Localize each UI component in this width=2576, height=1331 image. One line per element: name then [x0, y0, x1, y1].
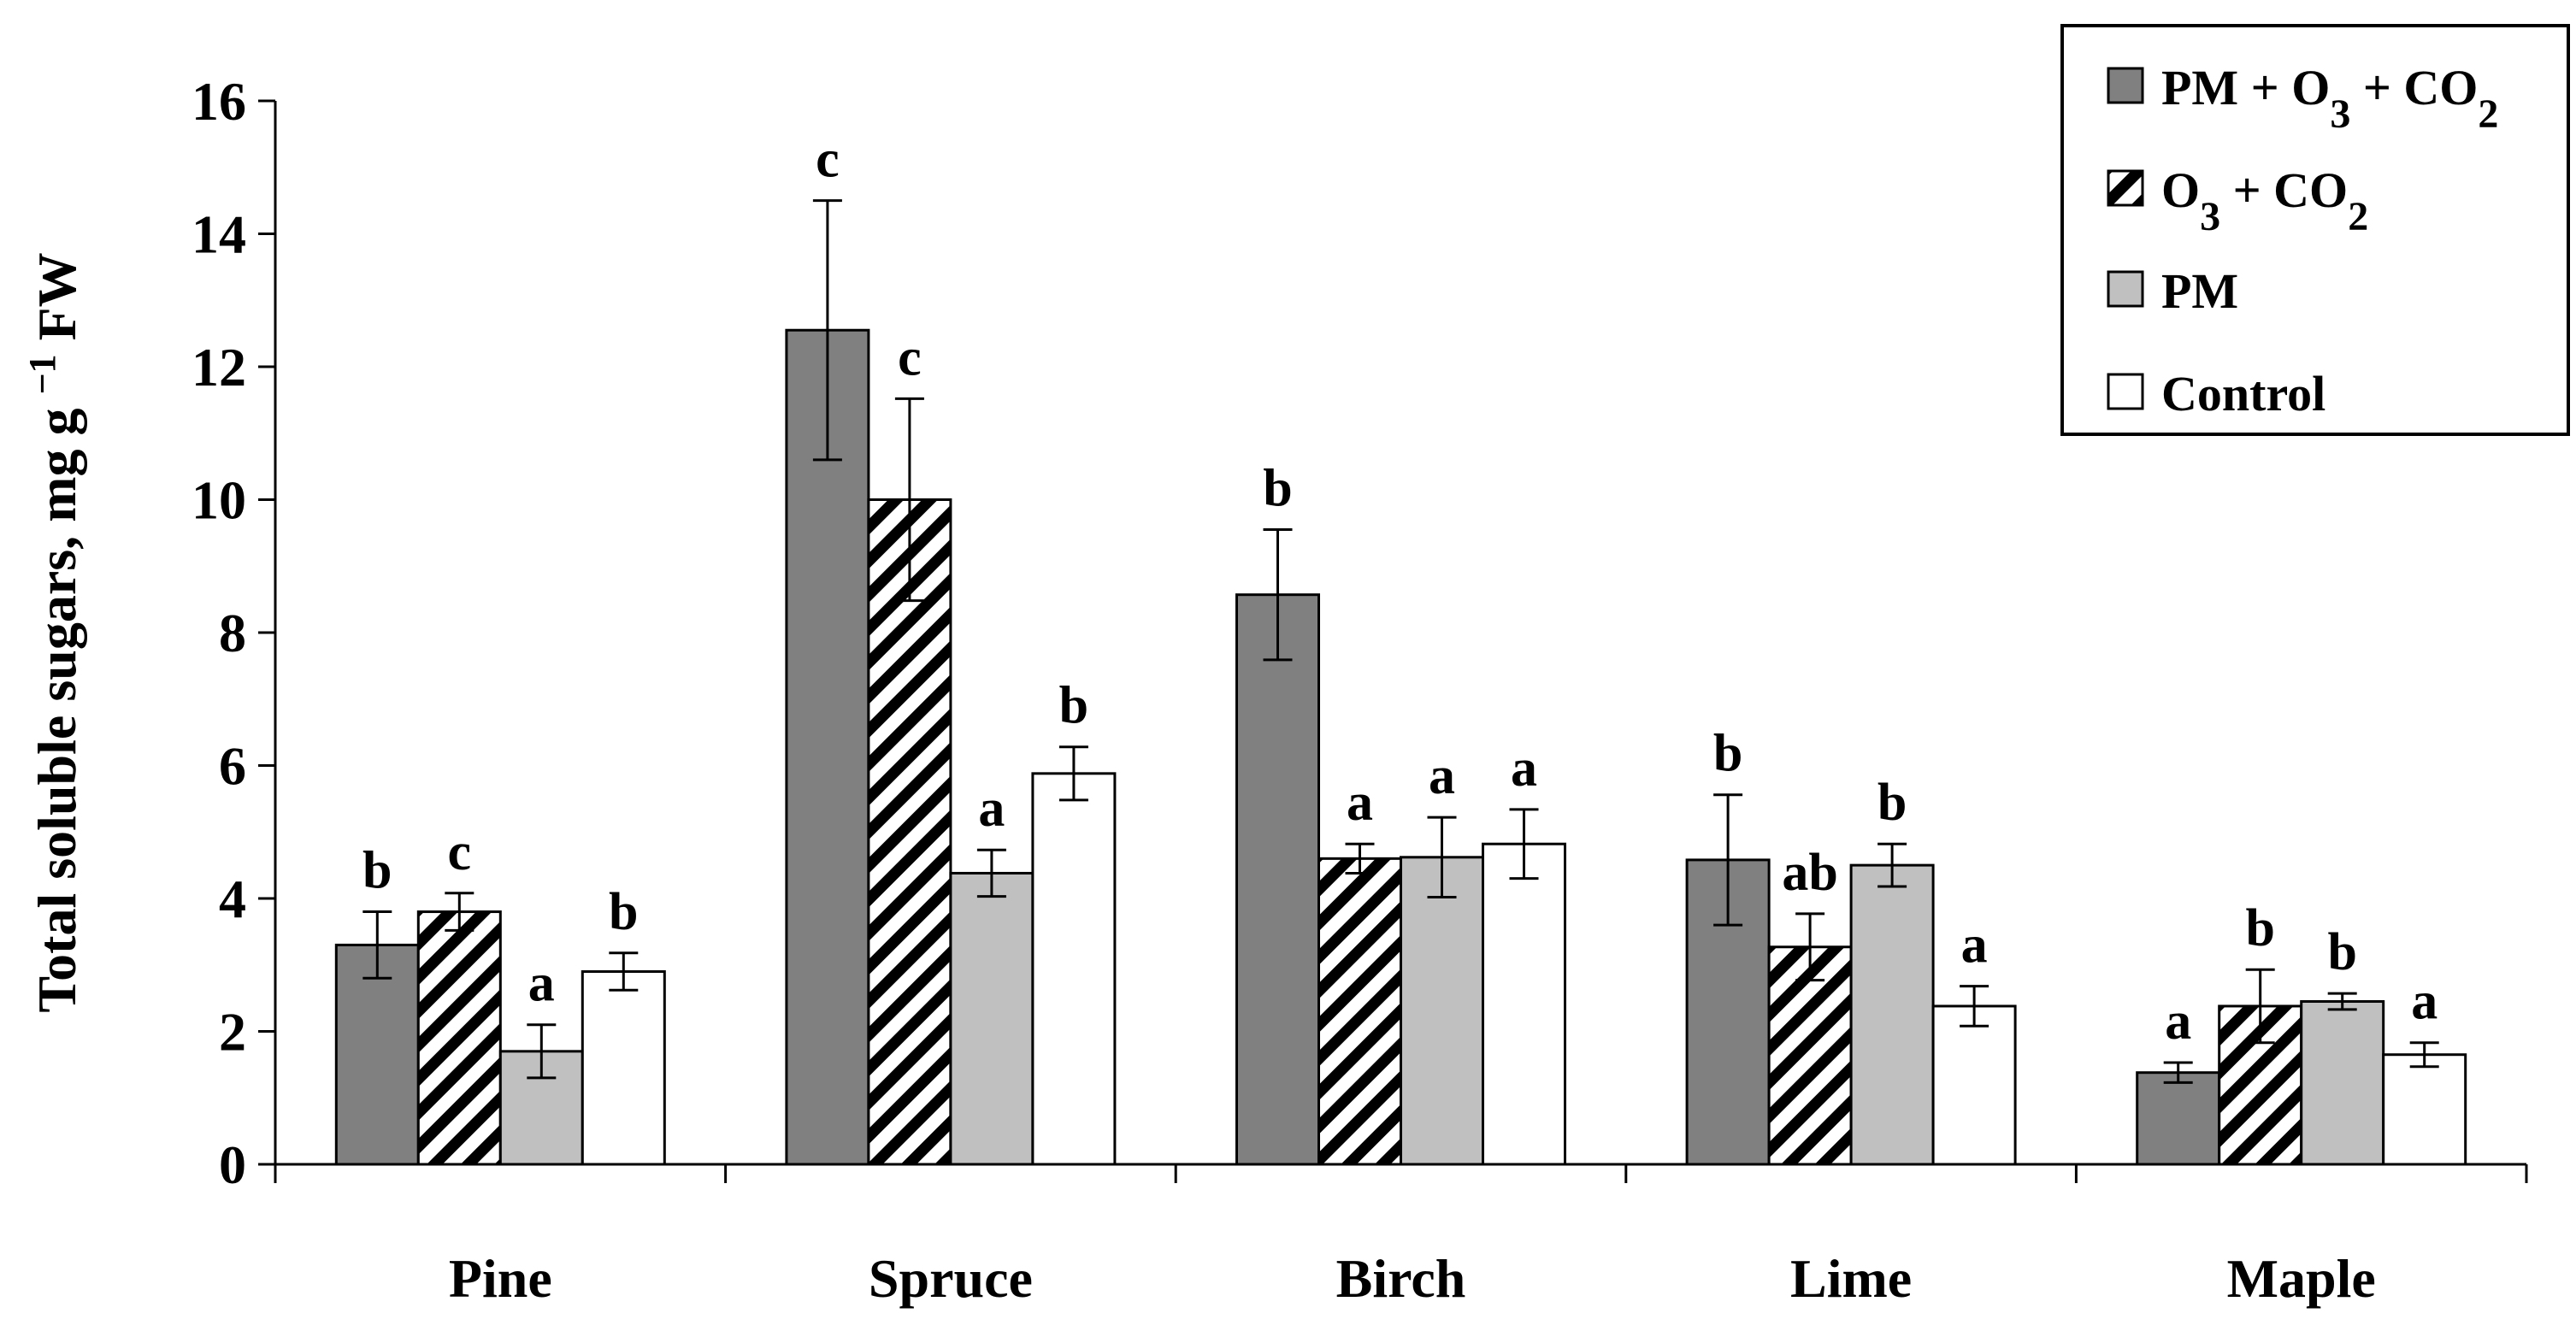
significance-letter: a — [1511, 739, 1537, 798]
legend-swatch — [2107, 270, 2144, 308]
bar — [1235, 593, 1320, 1166]
bar — [2300, 1000, 2385, 1166]
bar — [334, 943, 420, 1166]
significance-letter: b — [1263, 459, 1292, 517]
bar — [2136, 1071, 2221, 1166]
y-axis-label: Total soluble sugars, mg g −1 FW — [21, 252, 88, 1012]
legend-swatch — [2107, 169, 2144, 207]
y-tick-label: 0 — [219, 1134, 246, 1195]
significance-letter: c — [898, 328, 922, 386]
legend: PM + O3 + CO2 O3 + CO2 PM Control — [2060, 24, 2570, 436]
significance-letter: ab — [1782, 844, 1837, 902]
y-tick-label: 16 — [192, 71, 246, 132]
y-tick-label: 8 — [219, 603, 246, 663]
bar — [2382, 1053, 2467, 1166]
x-tick-label-lime: Lime — [1790, 1248, 1912, 1309]
y-tick-label: 12 — [192, 337, 246, 398]
bar — [1400, 856, 1484, 1166]
x-tick-label-maple: Maple — [2227, 1248, 2376, 1309]
bars-group — [334, 328, 2467, 1166]
legend-box — [2060, 24, 2570, 436]
significance-letter: a — [2165, 992, 2191, 1051]
bar — [1031, 772, 1117, 1166]
significance-letter: b — [1059, 677, 1088, 735]
error-bars-group — [363, 199, 2439, 1084]
legend-entry: O3 + CO2 — [2161, 162, 2368, 239]
bar — [867, 498, 952, 1166]
axis-labels-group: 0 2 4 6 8 10 12 14 16 Pine Spruce Birch Lime Maple Tot… — [21, 71, 2376, 1309]
significance-letter: a — [2411, 973, 2437, 1031]
bar — [949, 871, 1035, 1166]
bar — [416, 910, 502, 1166]
significance-letter: c — [816, 131, 840, 189]
bar — [1317, 857, 1402, 1166]
significance-letter: b — [609, 883, 638, 941]
bar — [1482, 842, 1566, 1166]
bar — [1849, 863, 1935, 1166]
legend-entry: PM + O3 + CO2 — [2161, 60, 2498, 137]
x-tick-label-pine: Pine — [449, 1248, 552, 1309]
y-tick-label: 6 — [219, 736, 246, 797]
bar — [1767, 945, 1853, 1166]
significance-letter: a — [1347, 774, 1373, 832]
x-tick-label-birch: Birch — [1336, 1248, 1466, 1309]
y-tick-label: 14 — [192, 204, 246, 265]
significance-letter: a — [978, 780, 1005, 838]
significance-letter: b — [1877, 774, 1907, 832]
x-tick-label-spruce: Spruce — [869, 1248, 1033, 1309]
legend-swatch — [2107, 373, 2144, 410]
significance-letter: b — [2245, 899, 2274, 957]
y-tick-label: 2 — [219, 1002, 246, 1063]
significance-letter: c — [448, 823, 472, 881]
significance-letter: a — [528, 955, 555, 1013]
bar — [581, 970, 666, 1166]
significance-letter: b — [363, 842, 392, 900]
bar — [785, 328, 870, 1166]
significance-letter: a — [1429, 747, 1455, 805]
legend-entry: Control — [2161, 366, 2325, 421]
significance-letter: a — [1961, 916, 1988, 975]
bar — [1931, 1004, 2017, 1166]
legend-entry: PM — [2161, 263, 2238, 319]
significance-letter: b — [2327, 923, 2356, 981]
y-tick-label: 10 — [192, 470, 246, 531]
y-tick-label: 4 — [219, 869, 246, 929]
legend-swatch — [2107, 67, 2144, 104]
significance-letter: b — [1713, 725, 1742, 783]
